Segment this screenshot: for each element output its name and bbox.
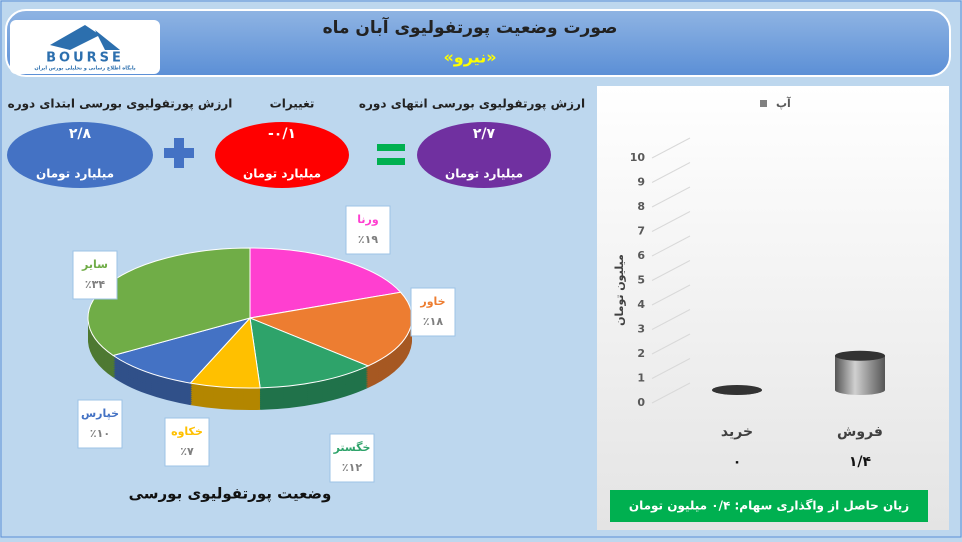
- summary-value: -۰/۱: [268, 126, 296, 142]
- y-tick-label: 6: [637, 249, 645, 262]
- y-tick-label: 3: [637, 323, 645, 336]
- logo-text: BOURSE: [46, 51, 124, 66]
- data-label-box: [164, 417, 210, 467]
- value-label: ۰: [733, 454, 742, 470]
- y-tick-label: 9: [637, 176, 645, 189]
- tick-mark: [651, 235, 691, 257]
- tick-mark: [651, 309, 691, 330]
- summary-label: ارزش پورتفولیوی بورسی انتهای دوره: [359, 97, 585, 112]
- bar-top: [712, 385, 762, 395]
- x-tick-label: خرید: [721, 424, 753, 440]
- summary-unit: میلیارد تومان: [243, 167, 321, 182]
- category-label: خکاوه: [171, 425, 203, 438]
- bar-panel: [597, 86, 949, 530]
- y-tick-label: 8: [637, 200, 645, 213]
- pie-title: وضعیت پورتفولیوی بورسی: [129, 485, 332, 504]
- note: زیان حاصل از واگذاری سهام: ۰/۴ میلیون تو…: [629, 499, 909, 514]
- tick-mark: [651, 162, 691, 183]
- category-label: سایر: [81, 258, 108, 271]
- data-label-box: [329, 433, 375, 483]
- y-axis-label: میلیون تومان: [613, 254, 626, 326]
- value-label: ٪۱۲: [342, 461, 362, 474]
- bar-chart: 0 1 2 3 4 5 6 7 8 9 10 میلیون تومان آپ خرید ۰ فروش ۱/۴: [613, 96, 885, 470]
- x-tick-label: فروش: [837, 424, 883, 440]
- summary-value: ۲/۷: [473, 126, 496, 142]
- legend-swatch: [760, 100, 767, 107]
- tick-mark: [651, 186, 691, 208]
- pie-slice: [249, 317, 370, 389]
- pie-slice: [112, 317, 252, 384]
- value-label: ٪۱۸: [423, 315, 443, 328]
- category-label: ورنا: [357, 213, 379, 226]
- bar-top: [835, 350, 885, 361]
- value-label: ٪۱۹: [358, 233, 378, 246]
- header-banner: [5, 9, 951, 77]
- title: صورت وضعیت پورتفولیوی آبان ماه: [323, 16, 618, 38]
- y-tick-label: 5: [637, 274, 645, 287]
- summary-ellipse: [417, 122, 551, 188]
- y-tick-label: 4: [637, 298, 645, 311]
- y-tick-label: 0: [637, 396, 645, 409]
- pie-slice: [248, 291, 413, 367]
- category-label: خاور: [419, 295, 445, 308]
- equals-sign: [377, 144, 405, 165]
- y-tick-label: 1: [637, 372, 645, 385]
- summary-ellipse: [7, 122, 153, 188]
- note-box: [610, 490, 928, 522]
- category-label: خپارس: [81, 407, 119, 420]
- category-label: خگستر: [333, 441, 371, 454]
- data-label-box: [410, 287, 456, 337]
- y-tick-label: 10: [630, 151, 646, 164]
- summary-value: ۲/۸: [69, 126, 92, 142]
- legend-label: آپ: [776, 96, 791, 110]
- summary-label: ارزش پورتفولیوی بورسی ابتدای دوره: [8, 97, 233, 112]
- pie-slice: [249, 247, 402, 319]
- summary-label: تغییرات: [270, 97, 315, 111]
- tick-mark: [651, 382, 691, 404]
- summary-unit: میلیارد تومان: [36, 167, 114, 182]
- value-label: ٪۳۴: [85, 278, 105, 291]
- bar: [835, 355, 885, 395]
- tick-mark: [651, 260, 691, 281]
- pie-chart: ورنا ٪۱۹ خاور ٪۱۸ خگستر ٪۱۲ خکاوه ٪۷ خپارس ٪۱۰ سای…: [72, 205, 456, 504]
- logo-box: [10, 20, 160, 74]
- tick-mark: [651, 358, 691, 379]
- value-label: ۱/۴: [849, 454, 872, 470]
- tick-mark: [651, 137, 691, 159]
- tick-mark: [651, 211, 691, 232]
- summary-unit: میلیارد تومان: [445, 167, 523, 182]
- tick-mark: [651, 333, 691, 355]
- y-tick-label: 2: [637, 347, 645, 360]
- y-tick-label: 7: [637, 225, 645, 238]
- value-label: ٪۱۰: [90, 427, 110, 440]
- data-label-box: [77, 399, 123, 449]
- tick-mark: [651, 284, 691, 306]
- logo-caption: پایگاه اطلاع رسانی و تحلیلی بورس ایران: [34, 65, 135, 72]
- subtitle: «نیرو»: [443, 48, 496, 67]
- data-label-box: [345, 205, 391, 255]
- data-label-box: [72, 250, 118, 300]
- plus-sign: [164, 138, 194, 168]
- value-label: ٪۷: [180, 445, 194, 458]
- summary-ellipse: [215, 122, 349, 188]
- logo-icon: [50, 25, 120, 50]
